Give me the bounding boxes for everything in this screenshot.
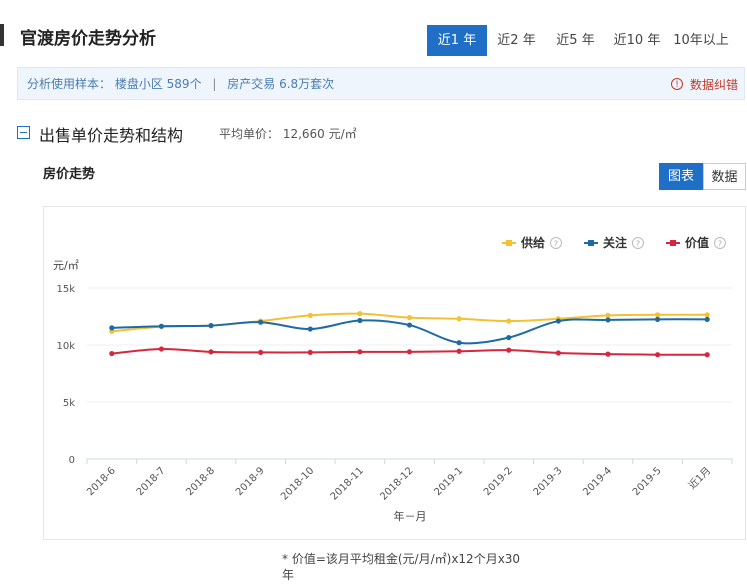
series-point-1 — [654, 316, 661, 322]
sample-label: 分析使用样本： — [27, 77, 112, 91]
legend-label-0: 供给 — [520, 235, 545, 250]
legend-label-1: 关注 — [603, 235, 627, 250]
legend-marker-2 — [670, 240, 676, 246]
series-point-1 — [704, 316, 710, 322]
series-point-0 — [307, 312, 313, 318]
series-point-0 — [605, 312, 611, 318]
series-point-0 — [654, 312, 661, 318]
x-tick-label: 2019-4 — [581, 465, 614, 498]
y-tick-label: 10k — [56, 341, 75, 352]
tab-2-year[interactable]: 近2 年 — [497, 33, 536, 48]
series-point-2 — [654, 352, 661, 358]
series-point-2 — [406, 349, 413, 355]
average-price: 平均单价： 12,660 元/㎡ — [219, 127, 357, 141]
x-tick-label: 2018-11 — [329, 465, 366, 502]
report-error-label: 数据纠错 — [690, 78, 739, 92]
series-point-0 — [704, 312, 710, 318]
x-tick-label: 2018-9 — [234, 465, 267, 498]
help-icon-glyph: ? — [554, 240, 558, 249]
x-tick-label: 2018-7 — [135, 465, 168, 498]
y-tick-label: 5k — [63, 398, 75, 409]
alert-icon: ! — [671, 78, 683, 90]
info-separator: | — [212, 77, 217, 91]
page-title: 官渡房价走势分析 — [20, 29, 156, 49]
x-tick-label: 2019-3 — [532, 465, 565, 498]
help-icon — [550, 237, 562, 249]
series-point-1 — [357, 317, 363, 324]
price-trend-chart: 0 5k 10k 15k 元/㎡ 2018-6 2018-7 2018-8 2018-9 2018… — [53, 235, 733, 523]
x-tick-label: 近1月 — [685, 464, 713, 492]
chart-title: 房价走势 — [43, 167, 96, 182]
help-icon-glyph: ? — [718, 240, 722, 249]
transaction-count: 房产交易 6.8万套次 — [227, 77, 335, 91]
x-tick-label: 2019-2 — [482, 465, 515, 498]
footnote: * 价值=该月平均租金(元/月/㎡)x12个月x30年 — [282, 552, 521, 582]
series-point-2 — [357, 349, 363, 355]
tab-over-10-year[interactable]: 10年以上 — [673, 33, 729, 48]
section-title: 出售单价走势和结构 — [39, 126, 184, 145]
series-point-1 — [605, 317, 611, 323]
period-tabs: 近1 年 近2 年 近5 年 近10 年 10年以上 — [427, 25, 733, 56]
legend-marker-1 — [588, 240, 594, 246]
series-point-2 — [506, 347, 512, 353]
legend-label-2: 价值 — [685, 235, 709, 250]
title-accent-bar — [0, 24, 4, 46]
series-point-2 — [109, 350, 115, 357]
x-tick-label: 2019-5 — [631, 465, 664, 498]
series-point-2 — [555, 350, 561, 356]
chart-container: 0 5k 10k 15k 元/㎡ 2018-6 2018-7 2018-8 2018-9 2018… — [43, 206, 746, 540]
series-point-0 — [406, 315, 413, 321]
series-point-2 — [208, 349, 214, 355]
y-tick-label: 0 — [69, 455, 75, 466]
series-point-1 — [307, 326, 313, 332]
series-point-2 — [704, 352, 710, 358]
series-point-1 — [109, 325, 115, 331]
x-axis-label: 年－月 — [394, 509, 427, 523]
series-point-1 — [406, 322, 413, 328]
tab-5-year[interactable]: 近5 年 — [556, 33, 595, 48]
series-point-1 — [456, 340, 462, 346]
series-point-0 — [357, 311, 363, 317]
y-axis-label: 元/㎡ — [53, 259, 79, 272]
series-point-1 — [506, 334, 512, 341]
x-tick-label: 2018-8 — [184, 465, 217, 498]
series-point-1 — [555, 318, 561, 324]
series-point-2 — [456, 348, 462, 354]
view-toggle: 图表 数据 — [659, 163, 746, 190]
series-point-2 — [258, 349, 264, 356]
help-icon — [632, 237, 644, 249]
tab-10-year[interactable]: 近10 年 — [613, 33, 661, 48]
y-tick-label: 15k — [56, 284, 75, 295]
x-tick-label: 2019-1 — [432, 465, 465, 498]
help-icon — [714, 237, 726, 249]
series-point-0 — [506, 318, 512, 324]
data-view-button[interactable]: 数据 — [703, 163, 746, 190]
sample-info-bar: 分析使用样本： 楼盘小区 589个 | 房产交易 6.8万套次 — [17, 67, 745, 100]
x-tick-label: 2018-10 — [279, 465, 316, 502]
series-point-1 — [258, 319, 264, 325]
legend-marker-0 — [506, 240, 512, 246]
x-tick-label: 2018-12 — [378, 465, 415, 502]
chart-view-button[interactable]: 图表 — [659, 163, 703, 190]
sample-info-text: 分析使用样本： 楼盘小区 589个 | 房产交易 6.8万套次 — [27, 75, 334, 92]
series-point-2 — [605, 351, 611, 357]
x-tick-label: 2018-6 — [85, 465, 118, 498]
series-point-2 — [307, 349, 313, 356]
help-icon-glyph: ? — [636, 240, 640, 249]
series-point-0 — [456, 316, 462, 322]
series-point-1 — [208, 323, 214, 329]
collapse-icon[interactable] — [17, 126, 30, 139]
tab-1-year[interactable]: 近1 年 — [427, 25, 487, 56]
series-point-1 — [158, 323, 165, 329]
community-count: 楼盘小区 589个 — [114, 77, 202, 91]
series-point-2 — [158, 346, 165, 352]
